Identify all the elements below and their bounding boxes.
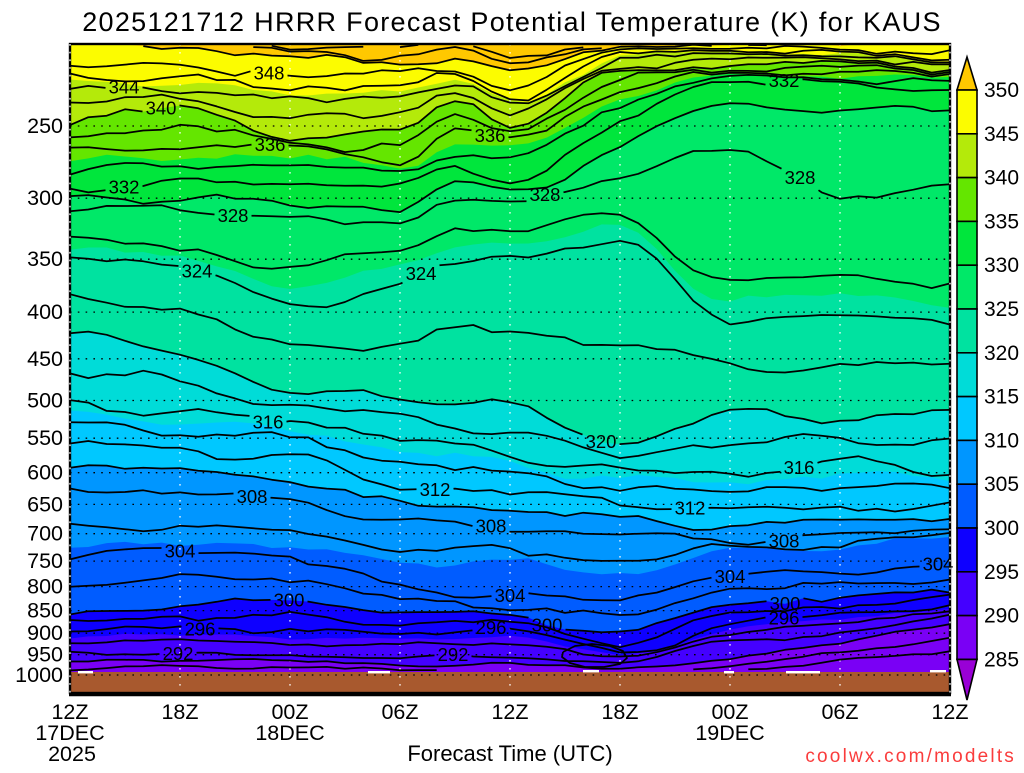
svg-text:330: 330 xyxy=(984,254,1019,277)
svg-text:12Z: 12Z xyxy=(491,700,528,724)
svg-text:336: 336 xyxy=(255,134,286,155)
svg-text:316: 316 xyxy=(784,457,815,478)
svg-text:300: 300 xyxy=(770,593,801,614)
svg-text:304: 304 xyxy=(495,585,526,606)
svg-text:2025: 2025 xyxy=(48,742,96,766)
svg-text:340: 340 xyxy=(984,167,1019,190)
svg-text:950: 950 xyxy=(27,643,63,667)
svg-text:300: 300 xyxy=(27,186,63,210)
svg-text:Forecast Time (UTC): Forecast Time (UTC) xyxy=(407,741,612,766)
svg-text:328: 328 xyxy=(530,184,561,205)
svg-text:18Z: 18Z xyxy=(601,700,638,724)
svg-text:06Z: 06Z xyxy=(381,700,418,724)
svg-text:550: 550 xyxy=(27,426,63,450)
svg-text:292: 292 xyxy=(438,644,469,665)
svg-text:800: 800 xyxy=(27,575,63,599)
svg-text:300: 300 xyxy=(984,517,1019,540)
svg-text:292: 292 xyxy=(163,643,194,664)
svg-text:340: 340 xyxy=(146,97,177,118)
svg-text:17DEC: 17DEC xyxy=(35,721,104,745)
svg-text:328: 328 xyxy=(785,167,816,188)
svg-text:345: 345 xyxy=(984,123,1019,146)
svg-text:900: 900 xyxy=(27,621,63,645)
svg-text:250: 250 xyxy=(27,114,63,138)
svg-text:308: 308 xyxy=(769,531,800,552)
svg-text:312: 312 xyxy=(420,479,451,500)
svg-text:400: 400 xyxy=(27,300,63,324)
svg-text:12Z: 12Z xyxy=(931,700,968,724)
svg-text:19DEC: 19DEC xyxy=(695,721,764,745)
svg-text:336: 336 xyxy=(475,125,506,146)
svg-text:300: 300 xyxy=(274,589,305,610)
svg-text:296: 296 xyxy=(185,618,216,639)
svg-text:1000: 1000 xyxy=(15,663,63,687)
svg-text:296: 296 xyxy=(769,607,800,628)
svg-text:304: 304 xyxy=(165,541,196,562)
svg-text:coolwx.com/modelts: coolwx.com/modelts xyxy=(805,746,1016,767)
svg-text:18DEC: 18DEC xyxy=(255,721,324,745)
svg-text:750: 750 xyxy=(27,549,63,573)
svg-text:312: 312 xyxy=(675,497,706,518)
svg-text:332: 332 xyxy=(109,177,140,198)
svg-text:850: 850 xyxy=(27,599,63,623)
svg-text:2025121712 HRRR Forecast Poten: 2025121712 HRRR Forecast Potential Tempe… xyxy=(82,7,942,37)
svg-text:700: 700 xyxy=(27,522,63,546)
svg-text:296: 296 xyxy=(476,617,507,638)
svg-text:06Z: 06Z xyxy=(821,700,858,724)
svg-text:325: 325 xyxy=(984,298,1019,321)
svg-text:304: 304 xyxy=(923,554,954,575)
svg-text:304: 304 xyxy=(715,566,746,587)
svg-text:305: 305 xyxy=(984,473,1019,496)
svg-text:600: 600 xyxy=(27,461,63,485)
svg-text:350: 350 xyxy=(27,247,63,271)
svg-text:308: 308 xyxy=(476,515,507,536)
svg-text:315: 315 xyxy=(984,386,1019,409)
svg-text:324: 324 xyxy=(182,260,213,281)
svg-text:650: 650 xyxy=(27,492,63,516)
svg-text:12Z: 12Z xyxy=(51,700,88,724)
svg-text:335: 335 xyxy=(984,210,1019,233)
svg-text:295: 295 xyxy=(984,561,1019,584)
svg-text:450: 450 xyxy=(27,347,63,371)
svg-text:324: 324 xyxy=(406,263,437,284)
svg-text:18Z: 18Z xyxy=(161,700,198,724)
svg-text:332: 332 xyxy=(769,70,800,91)
svg-text:310: 310 xyxy=(984,429,1019,452)
svg-text:320: 320 xyxy=(586,431,617,452)
svg-text:308: 308 xyxy=(237,486,268,507)
svg-text:320: 320 xyxy=(984,342,1019,365)
svg-text:285: 285 xyxy=(984,648,1019,671)
svg-text:348: 348 xyxy=(254,63,285,84)
svg-text:316: 316 xyxy=(253,412,284,433)
svg-text:00Z: 00Z xyxy=(271,700,308,724)
svg-text:344: 344 xyxy=(109,76,140,97)
svg-text:328: 328 xyxy=(218,205,249,226)
svg-text:00Z: 00Z xyxy=(711,700,748,724)
svg-text:500: 500 xyxy=(27,389,63,413)
svg-text:350: 350 xyxy=(984,79,1019,102)
svg-text:300: 300 xyxy=(532,614,563,635)
svg-text:290: 290 xyxy=(984,605,1019,628)
